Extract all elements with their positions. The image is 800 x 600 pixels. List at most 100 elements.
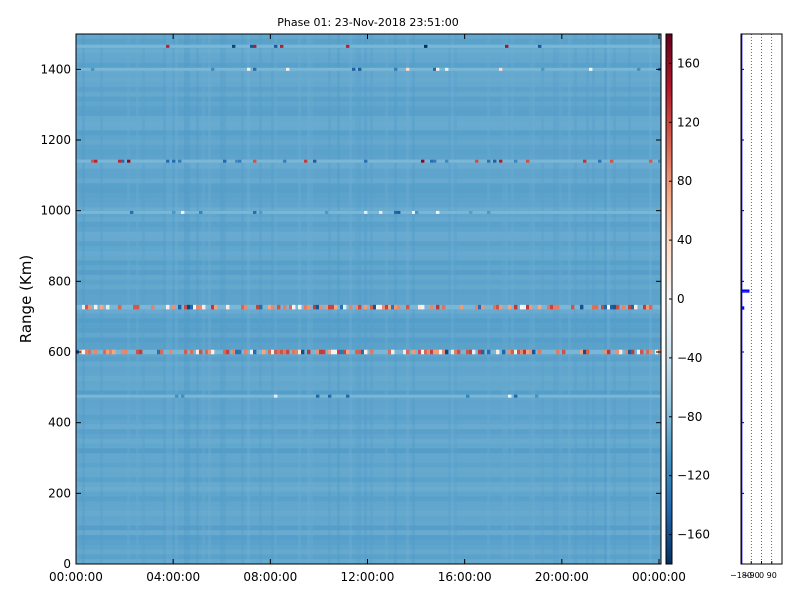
heatmap-row [76,164,661,170]
heatmap-row [76,255,661,262]
heatmap-column [208,34,211,564]
heatmap-cell [643,304,647,310]
heatmap-row [76,400,661,406]
heatmap-band [76,44,661,48]
heatmap-cell [445,67,449,71]
heatmap-cell [340,349,344,355]
heatmap-cell [415,210,419,214]
heatmap-row [76,448,661,454]
heatmap-column [169,34,172,564]
heatmap-cell [190,304,194,310]
heatmap-band [76,304,661,310]
heatmap-cell [391,304,395,310]
heatmap-column [649,34,652,564]
heatmap-column [613,34,616,564]
heatmap-row [76,409,661,416]
heatmap-row [76,443,661,449]
heatmap-column [76,34,79,564]
heatmap-column [127,34,130,564]
heatmap-cell [208,349,212,355]
heatmap-cells [76,34,661,564]
x-tick-label: 20:00:00 [535,570,589,584]
heatmap-cell [340,304,344,310]
heatmap-cell [553,304,557,310]
heatmap-cell [406,349,410,355]
heatmap-cell [403,349,407,355]
heatmap-cell [91,67,95,71]
heatmap-column [172,34,175,564]
heatmap-cell [658,159,661,163]
heatmap-cell [589,67,593,71]
heatmap-cell [508,394,512,398]
x-tick-label: 04:00:00 [146,570,200,584]
heatmap-cell [472,349,476,355]
heatmap-column [259,34,262,564]
heatmap-cell [424,44,428,48]
heatmap-cell [214,304,218,310]
heatmap-cell [121,349,125,355]
heatmap-cell [445,349,449,355]
heatmap-row [76,525,661,531]
heatmap-row [76,72,661,78]
heatmap-cell [94,349,98,355]
heatmap-row [76,154,661,160]
heatmap-cell [85,304,89,310]
heatmap-cell [631,304,635,310]
heatmap-cell [274,394,278,398]
heatmap-cell [253,159,257,163]
heatmap-row [76,135,661,141]
heatmap-cell [364,304,368,310]
heatmap-row [76,246,661,252]
profile-x-axis: −180−90 0 90 [730,561,777,580]
heatmap-cell [634,304,638,310]
heatmap-cell [583,349,587,355]
heatmap-cell [187,304,191,310]
heatmap-cell [355,349,359,355]
heatmap-cell [346,44,350,48]
heatmap-row [76,221,661,228]
heatmap-column [298,34,301,564]
heatmap-cell [202,304,206,310]
heatmap-cell [373,304,377,310]
heatmap-cell [481,349,485,355]
heatmap-cell [478,349,482,355]
heatmap-row [76,419,661,425]
heatmap-cell [157,349,161,355]
heatmap-row [76,115,661,122]
profile-x-tick-label: −180 [730,571,752,580]
heatmap-row [76,544,661,551]
heatmap-row [76,535,661,541]
profile-panel: −180−90 0 90 [730,33,783,580]
heatmap-cell [628,349,632,355]
heatmap-cell [397,304,401,310]
heatmap-cell [613,304,617,310]
heatmap-row [76,429,661,435]
heatmap-cell [487,159,491,163]
heatmap-row [76,91,661,98]
heatmap-column [586,34,589,564]
heatmap-cell [247,67,251,71]
heatmap-cell [127,159,131,163]
heatmap-cell [421,304,425,310]
heatmap-row [76,506,661,512]
x-tick-label: 12:00:00 [341,570,395,584]
heatmap-cell [268,304,272,310]
heatmap-cell [514,394,518,398]
heatmap-cell [88,304,92,310]
y-tick-label: 0 [63,557,71,571]
heatmap-row [76,144,661,151]
colorbar-tick-label: 160 [677,56,700,70]
heatmap-cell [253,210,257,214]
heatmap-cell [112,349,116,355]
heatmap-cell [316,304,320,310]
heatmap-row [76,356,661,363]
heatmap-cell [370,349,374,355]
heatmap-row [76,486,661,493]
heatmap-column [574,34,577,564]
heatmap-row [76,462,661,469]
heatmap-cell [253,44,257,48]
heatmap-cell [397,210,401,214]
heatmap-cell [166,159,170,163]
x-tick-label: 00:00:00 [632,570,686,584]
heatmap-band [76,67,661,71]
